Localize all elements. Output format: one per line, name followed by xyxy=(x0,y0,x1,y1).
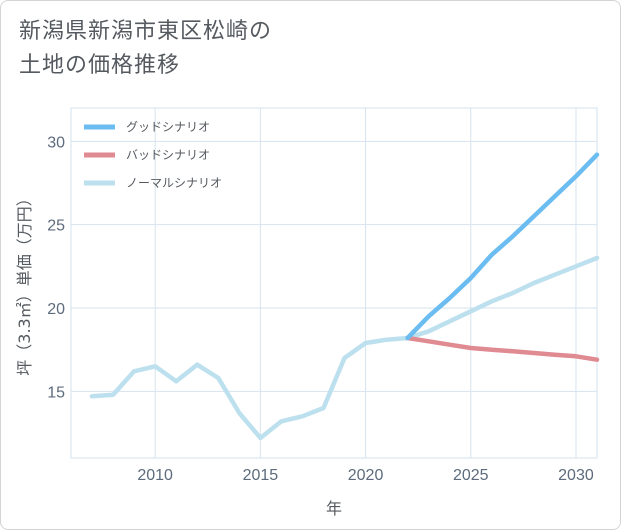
x-tick-label: 2025 xyxy=(453,467,489,484)
y-tick-label: 25 xyxy=(47,218,65,235)
x-tick-label: 2030 xyxy=(558,467,594,484)
legend-label-normal: ノーマルシナリオ xyxy=(126,176,222,190)
series-line-good xyxy=(405,152,600,341)
legend-label-bad: バッドシナリオ xyxy=(126,148,210,162)
chart-title-line-2: 土地の価格推移 xyxy=(19,53,181,78)
legend-label-good: グッドシナリオ xyxy=(126,120,210,134)
y-tick-label: 30 xyxy=(47,134,65,151)
y-tick-label: 15 xyxy=(47,384,65,401)
plot-frame xyxy=(70,107,598,459)
chart-title-line-1: 新潟県新潟市東区松崎の xyxy=(19,19,273,44)
x-tick-label: 2010 xyxy=(137,467,173,484)
series-line-bad xyxy=(405,335,600,362)
y-tick-label: 20 xyxy=(47,301,65,318)
series-lines xyxy=(89,152,600,441)
series-line-normal xyxy=(89,255,600,441)
grid-lines xyxy=(70,107,598,459)
chart-title: 新潟県新潟市東区松崎の 土地の価格推移 xyxy=(19,15,579,83)
y-axis-title: 坪（3.3㎡）単価（万円） xyxy=(15,190,34,375)
x-axis-title: 年 xyxy=(326,499,342,518)
x-tick-label: 2020 xyxy=(348,467,384,484)
x-tick-label: 2015 xyxy=(243,467,279,484)
